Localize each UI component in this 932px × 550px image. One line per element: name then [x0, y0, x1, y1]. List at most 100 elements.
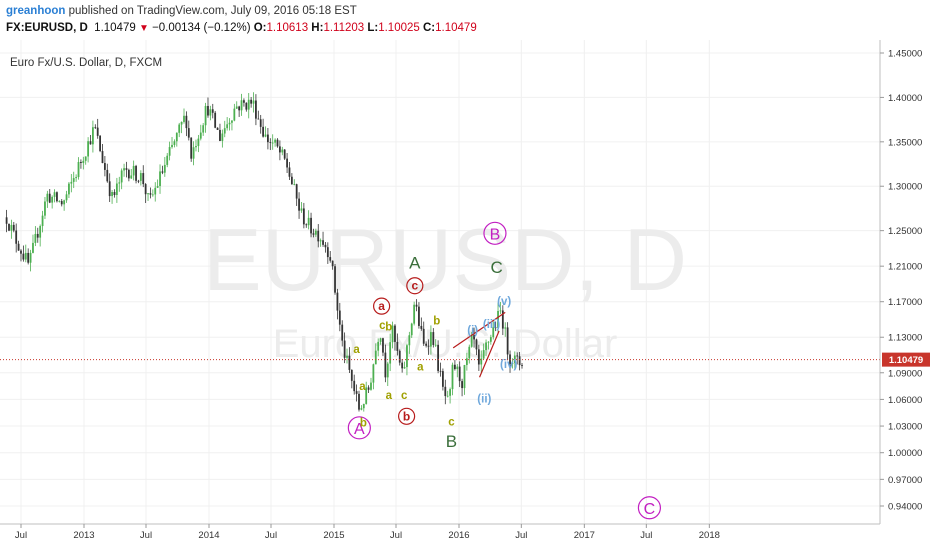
candle-body — [209, 109, 212, 116]
candle-body — [492, 327, 495, 338]
symbol-label[interactable]: FX:EURUSD, D — [6, 22, 88, 34]
trendline[interactable] — [452, 311, 506, 349]
candle-body — [286, 158, 288, 168]
x-tick-label: Jul — [515, 530, 527, 541]
candle-body — [453, 364, 456, 370]
wave-text: a — [386, 390, 393, 402]
x-tick-label: 2018 — [699, 530, 720, 541]
candle-body — [173, 141, 176, 145]
candle-body — [480, 358, 483, 365]
candle-body — [39, 226, 42, 238]
candles — [5, 92, 523, 412]
candle-body — [252, 100, 255, 104]
x-tick-label: Jul — [265, 530, 277, 541]
author-link[interactable]: greanhoon — [6, 5, 66, 17]
candle-body — [310, 217, 312, 234]
candle-body — [465, 358, 468, 366]
candle-body — [293, 184, 296, 186]
candle-body — [468, 346, 471, 359]
x-tick-label: Jul — [15, 530, 27, 541]
wave-text: b — [385, 322, 392, 334]
candle-body — [125, 168, 128, 170]
candle-body — [461, 381, 463, 389]
candle-body — [94, 127, 97, 129]
candle-body — [166, 155, 169, 165]
candle-body — [305, 224, 308, 226]
candle-body — [56, 192, 58, 202]
wave-text: (iii) — [483, 319, 500, 331]
candle-body — [161, 171, 164, 173]
candle-body — [226, 124, 229, 129]
candle-body — [228, 122, 231, 125]
candle-body — [257, 118, 260, 120]
candle-body — [432, 332, 435, 345]
chart-header: greanhoon published on TradingView.com, … — [0, 0, 932, 38]
candle-body — [187, 128, 190, 138]
candle-body — [223, 128, 226, 134]
y-tick-label: 1.45000 — [888, 49, 922, 60]
wave-label: A — [347, 416, 371, 440]
candle-body — [243, 100, 245, 103]
candle-body — [89, 141, 92, 145]
candle-body — [103, 163, 106, 170]
wave-label: A — [409, 254, 421, 273]
candle-body — [322, 240, 324, 245]
candle-body — [506, 327, 509, 355]
candle-body — [111, 191, 113, 197]
wave-circle — [347, 416, 371, 440]
y-tick-label: 1.30000 — [888, 182, 922, 193]
candle-body — [425, 343, 428, 346]
candle-body — [269, 142, 272, 143]
candle-body — [511, 362, 514, 365]
candle-body — [199, 132, 202, 139]
candle-body — [219, 129, 221, 141]
candle-body — [99, 135, 101, 152]
wave-label: (ii) — [477, 394, 491, 406]
time-axis[interactable]: Jul 2013 Jul 2014 Jul 2015 Jul 2016 Jul 2017 Jul 20… — [15, 524, 720, 541]
candle-body — [171, 144, 173, 148]
wave-text: a — [353, 344, 360, 356]
wave-label: B — [446, 432, 457, 451]
candle-body — [70, 181, 73, 184]
watermark-name: Euro Fx/U.S. Dollar — [273, 322, 618, 366]
candle-body — [422, 328, 425, 344]
candle-body — [262, 126, 265, 137]
candle-body — [410, 323, 413, 336]
y-tick-label: 1.00000 — [888, 448, 922, 459]
candle-body — [281, 149, 284, 153]
candle-body — [12, 224, 15, 231]
candle-body — [463, 365, 466, 389]
candle-body — [343, 340, 346, 358]
candle-body — [63, 200, 66, 205]
candle-body — [353, 380, 356, 392]
candle-body — [75, 177, 78, 179]
candle-body — [290, 176, 293, 185]
candle-body — [437, 344, 440, 371]
candle-body — [197, 138, 200, 147]
candle-body — [406, 345, 408, 368]
candle-body — [370, 382, 372, 390]
trendline[interactable] — [478, 330, 500, 378]
candle-body — [427, 345, 430, 347]
candle-body — [60, 201, 63, 205]
price-label-text: 1.10479 — [889, 355, 923, 366]
x-tick-label: 2017 — [574, 530, 595, 541]
candle-body — [84, 156, 87, 161]
candle-body — [451, 364, 454, 390]
down-arrow-icon: ▼ — [138, 23, 149, 34]
wave-label: (i) — [467, 325, 478, 337]
candle-body — [408, 335, 411, 346]
price-axis[interactable]: 1.45000 1.40000 1.35000 1.30000 1.25000 1.210… — [880, 49, 922, 513]
candle-body — [314, 230, 317, 235]
candle-body — [10, 224, 13, 231]
candle-body — [396, 341, 399, 351]
candle-body — [499, 310, 502, 312]
x-tick-label: 2013 — [73, 530, 94, 541]
y-tick-label: 1.09000 — [888, 368, 922, 379]
high-label: H: — [311, 22, 324, 34]
candle-body — [92, 127, 94, 145]
ohlc-line: FX:EURUSD, D 1.10479 ▼ −0.00134 (−0.12%)… — [6, 22, 477, 34]
candle-body — [394, 325, 396, 342]
candle-body — [51, 196, 54, 203]
